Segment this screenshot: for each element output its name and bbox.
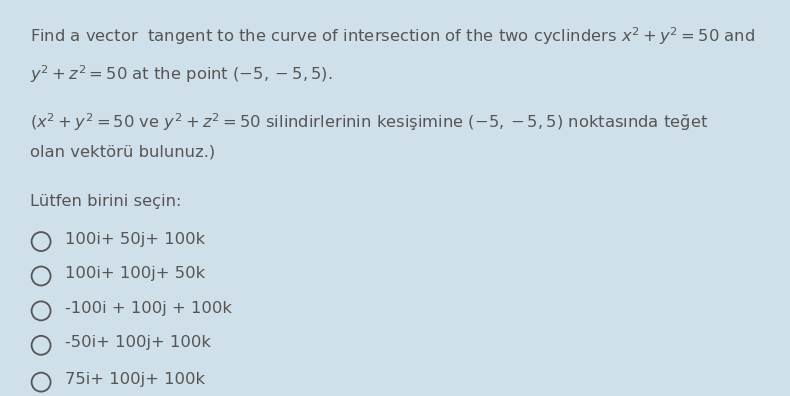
- Text: 100i+ 100j+ 50k: 100i+ 100j+ 50k: [65, 266, 205, 281]
- Text: -50i+ 100j+ 100k: -50i+ 100j+ 100k: [65, 335, 211, 350]
- Text: 75i+ 100j+ 100k: 75i+ 100j+ 100k: [65, 372, 205, 387]
- Text: $(x^2 + y^2 = 50$ ve $y^2 + z^2 = 50$ silindirlerinin kesişimine $(-5, -5, 5)$ n: $(x^2 + y^2 = 50$ ve $y^2 + z^2 = 50$ si…: [30, 111, 709, 133]
- Text: -100i + 100j + 100k: -100i + 100j + 100k: [65, 301, 231, 316]
- Text: $y^2 + z^2 = 50$ at the point $(-5, -5, 5)$.: $y^2 + z^2 = 50$ at the point $(-5, -5, …: [30, 63, 333, 85]
- Text: Find a vector  tangent to the curve of intersection of the two cyclinders $x^2 +: Find a vector tangent to the curve of in…: [30, 26, 755, 48]
- Text: Lütfen birini seçin:: Lütfen birini seçin:: [30, 194, 182, 209]
- Text: olan vektörü bulunuz.): olan vektörü bulunuz.): [30, 145, 215, 160]
- Text: 100i+ 50j+ 100k: 100i+ 50j+ 100k: [65, 232, 205, 247]
